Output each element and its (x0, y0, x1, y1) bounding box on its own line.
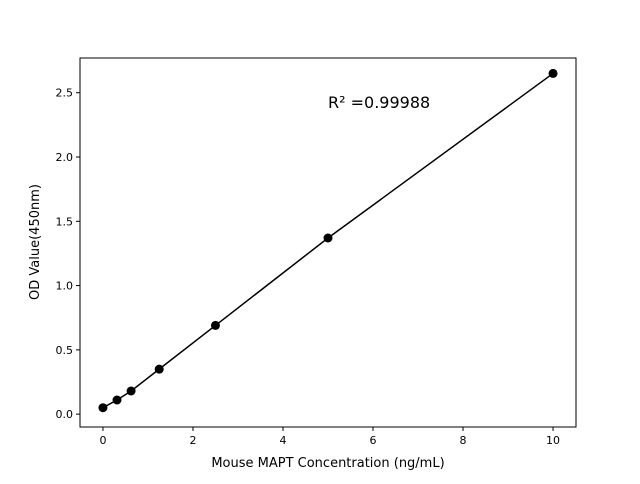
x-tick-label: 0 (99, 434, 106, 447)
data-point (154, 364, 164, 374)
r-squared-annotation: R² =0.99988 (328, 93, 430, 112)
data-point (98, 403, 108, 413)
y-tick-label: 2.0 (56, 151, 74, 164)
plot-frame (79, 57, 577, 428)
x-tick-label: 10 (546, 434, 560, 447)
x-tick-label: 2 (189, 434, 196, 447)
x-tick-label: 8 (460, 434, 467, 447)
y-axis-label: OD Value(450nm) (28, 184, 43, 300)
y-tick-label: 0.0 (56, 408, 74, 421)
x-axis-label: Mouse MAPT Concentration (ng/mL) (211, 456, 444, 471)
data-point (548, 68, 558, 78)
data-point (323, 233, 333, 243)
data-point (112, 395, 122, 405)
y-tick-label: 2.5 (56, 87, 74, 100)
data-point (126, 386, 136, 396)
x-tick-label: 4 (279, 434, 286, 447)
y-tick-label: 1.5 (56, 215, 74, 228)
x-tick-label: 6 (370, 434, 377, 447)
y-tick-label: 1.0 (56, 280, 74, 293)
data-point (210, 320, 220, 330)
y-tick-label: 0.5 (56, 344, 74, 357)
